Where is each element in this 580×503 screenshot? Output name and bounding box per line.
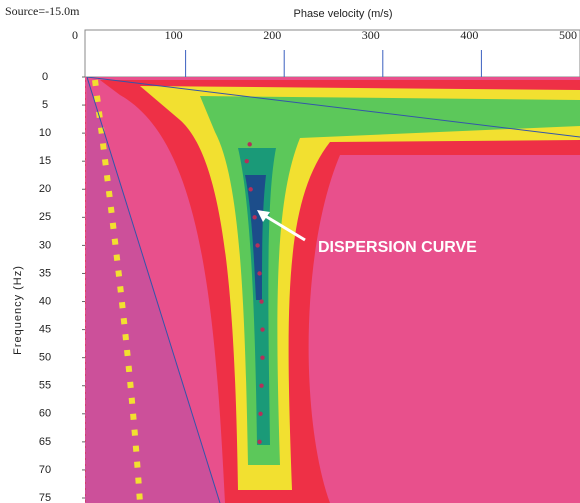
y-tick-label: 70	[39, 464, 51, 476]
curve-point	[252, 215, 257, 220]
annotation: DISPERSION CURVE	[318, 239, 477, 256]
y-tick-label: 0	[42, 71, 48, 83]
curve-point	[257, 271, 262, 276]
dispersion-image	[85, 77, 580, 503]
curve-point	[257, 439, 262, 445]
y-tick-label: 30	[39, 239, 51, 251]
y-tick-label: 60	[39, 408, 51, 420]
curve-point	[259, 299, 264, 304]
curve-point	[247, 142, 252, 147]
x-tick-label: 300	[362, 28, 380, 42]
curve-point	[244, 159, 249, 164]
curve-point	[255, 243, 260, 248]
curve-point	[260, 327, 265, 332]
y-tick-label: 20	[39, 183, 51, 195]
y-tick-label: 40	[39, 295, 51, 307]
y-tick-label: 50	[39, 352, 51, 364]
y-tick-label: 15	[39, 155, 51, 167]
y-tick-label: 35	[39, 267, 51, 279]
x-axis-label: Phase velocity (m/s)	[293, 8, 392, 20]
curve-point	[259, 383, 264, 388]
curve-point	[260, 355, 265, 360]
y-tick-label: 10	[39, 127, 51, 139]
x-tick-label: 100	[165, 28, 183, 42]
x-tick-label: 0	[72, 28, 78, 42]
y-tick-label: 55	[39, 380, 51, 392]
y-tick-label: 5	[42, 99, 48, 111]
y-tick-label: 45	[39, 324, 51, 336]
x-tick-label: 400	[460, 28, 478, 42]
annotation-arrow	[261, 212, 306, 242]
curve-point	[248, 187, 253, 192]
y-tick-label: 25	[39, 211, 51, 223]
y-axis-label: Frequency (Hz)	[12, 265, 24, 355]
velocity-header	[84, 29, 580, 78]
x-tick-label: 500	[559, 28, 577, 42]
x-tick-label: 200	[263, 28, 281, 42]
curve-point	[258, 411, 263, 416]
y-tick-label: 65	[39, 436, 51, 448]
y-tick-label: 75	[39, 492, 51, 503]
source-label: Source=-15.0m	[5, 4, 80, 18]
annotation-arrowhead	[257, 210, 270, 222]
